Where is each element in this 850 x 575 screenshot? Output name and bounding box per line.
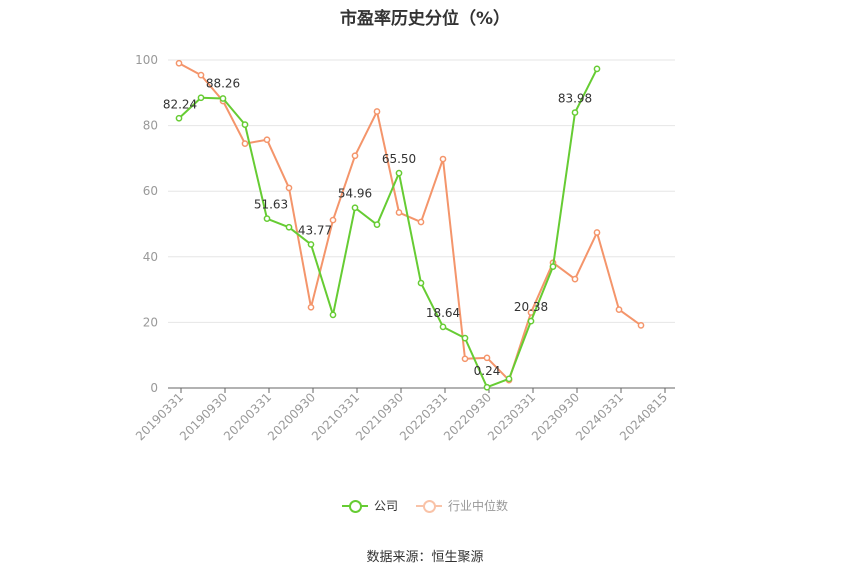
point-industry [571, 275, 579, 283]
legend-swatch-company [341, 499, 368, 513]
data-label-company: 82.24 [163, 97, 197, 111]
point-company [593, 65, 601, 73]
point-company [527, 317, 535, 325]
point-company [219, 95, 227, 102]
point-industry [439, 155, 447, 163]
point-company [241, 121, 249, 128]
point-company [461, 334, 469, 342]
point-company [505, 375, 513, 383]
point-industry [417, 218, 425, 226]
data-label-company: 0.24 [474, 364, 501, 378]
data-label-company: 54.96 [338, 187, 372, 201]
data-labels: 82.24 88.26 51.63 43.77 54.96 65.50 18.64 0.24 2… [163, 77, 592, 379]
data-label-company: 88.26 [206, 77, 240, 91]
point-company [263, 215, 271, 223]
legend-label-industry: 行业中位数 [448, 499, 509, 513]
point-company [483, 383, 491, 391]
point-industry [307, 303, 315, 311]
chart-title: 市盈率历史分位（%） [339, 9, 511, 29]
y-tick-label: 100 [135, 53, 158, 67]
point-industry [593, 229, 601, 236]
point-industry [241, 140, 249, 147]
point-industry [637, 322, 645, 329]
series [175, 59, 645, 391]
point-company [571, 109, 579, 116]
point-industry [285, 184, 293, 192]
point-company [329, 311, 337, 319]
point-industry [351, 152, 359, 160]
point-company [175, 114, 183, 122]
data-source: 数据来源：恒生聚源 [366, 550, 484, 565]
point-company [417, 279, 425, 287]
point-industry [461, 355, 469, 363]
point-company [439, 323, 447, 331]
y-tick-label: 80 [143, 119, 158, 133]
point-industry [263, 136, 271, 144]
point-industry [175, 59, 183, 67]
legend: 公司 行业中位数 [0, 497, 850, 514]
grid-lines [168, 59, 675, 323]
y-tick-label: 40 [143, 250, 158, 264]
data-label-company: 20.38 [514, 300, 548, 314]
x-tick-label: 20240815 [617, 390, 670, 443]
data-label-company: 43.77 [298, 223, 332, 237]
point-industry [373, 108, 381, 115]
point-company [395, 169, 403, 177]
legend-swatch-industry [416, 499, 442, 513]
point-industry [395, 209, 403, 216]
point-industry [197, 71, 205, 79]
series-line-industry [178, 62, 642, 382]
data-label-company: 51.63 [254, 198, 288, 212]
point-industry [329, 216, 337, 224]
point-company [285, 223, 293, 231]
axes: 0204060801002019033120190930202003312020… [133, 53, 675, 443]
point-company [549, 263, 557, 270]
point-company [351, 204, 359, 212]
legend-item-industry[interactable]: 行业中位数 [416, 497, 508, 514]
legend-label-company: 公司 [373, 499, 398, 513]
y-tick-label: 20 [143, 315, 158, 329]
point-company [373, 221, 381, 229]
data-label-company: 18.64 [426, 306, 460, 320]
data-label-company: 65.50 [382, 152, 416, 166]
point-industry [483, 354, 491, 362]
y-tick-label: 0 [150, 381, 158, 395]
point-industry [615, 306, 623, 313]
series-line-company [178, 68, 598, 389]
data-label-company: 83.98 [558, 92, 592, 106]
point-company [307, 241, 315, 248]
y-tick-label: 60 [143, 184, 158, 198]
legend-item-company[interactable]: 公司 [341, 497, 398, 514]
point-company [197, 94, 205, 102]
